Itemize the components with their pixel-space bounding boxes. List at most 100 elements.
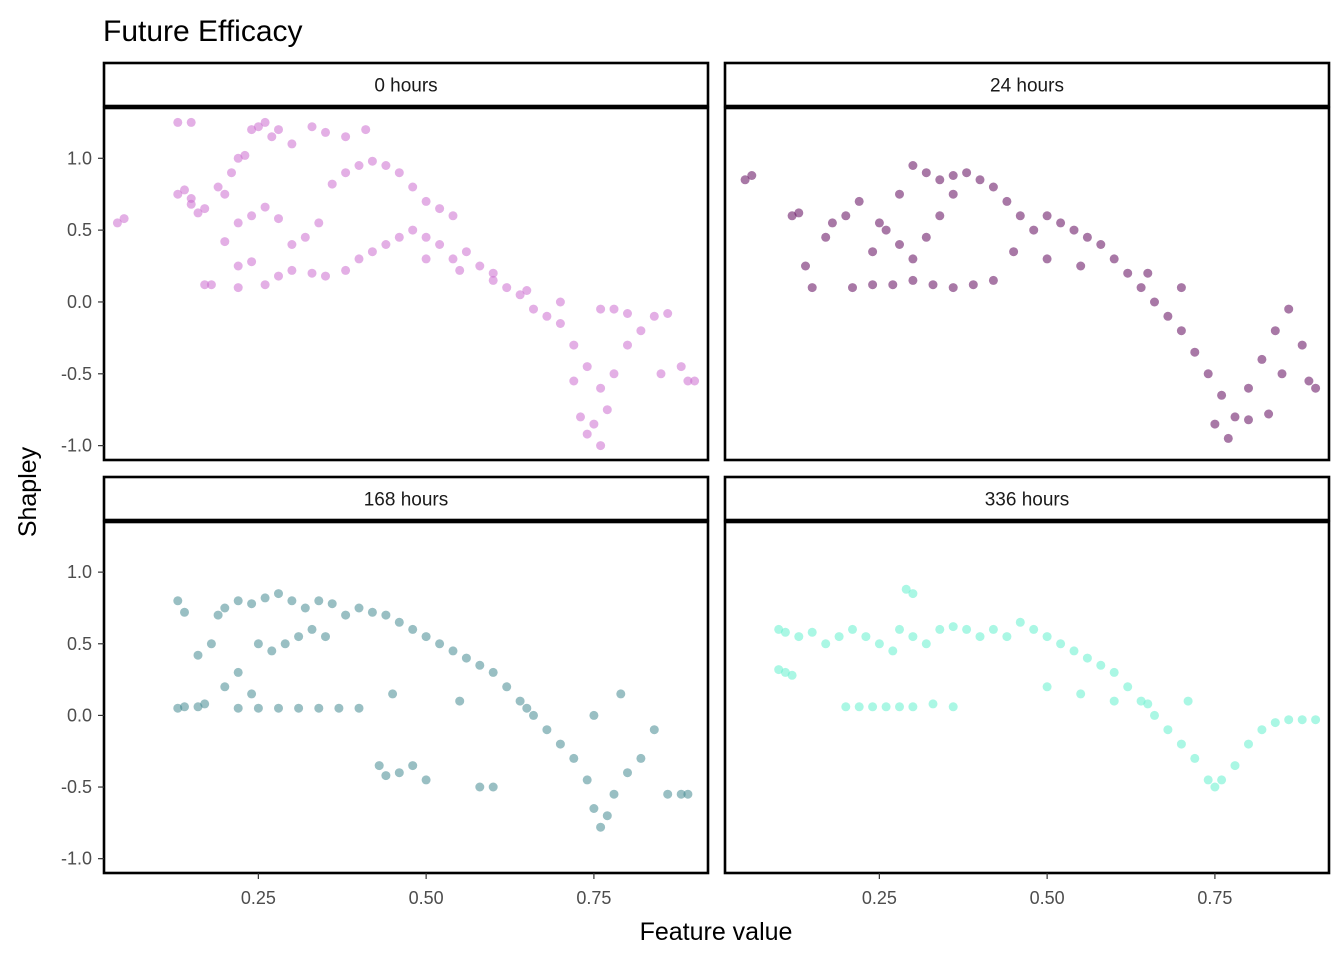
scatter-point [253, 703, 263, 713]
scatter-point [1203, 775, 1213, 785]
scatter-point [1042, 632, 1052, 642]
scatter-point [1257, 354, 1267, 364]
scatter-point [968, 280, 978, 290]
strip-box [102, 61, 710, 108]
scatter-point [247, 125, 257, 135]
scatter-point [1143, 268, 1153, 278]
y-tick-label: 0.5 [67, 220, 92, 240]
scatter-point [314, 218, 324, 228]
scatter-point [260, 280, 270, 290]
scatter-point [408, 761, 418, 771]
scatter-point [908, 275, 918, 285]
x-tick-label: 0.75 [576, 888, 611, 908]
scatter-point [488, 268, 498, 278]
scatter-point [988, 275, 998, 285]
scatter-point [307, 624, 317, 634]
scatter-point [908, 589, 918, 599]
scatter-point [327, 179, 337, 189]
scatter-point [921, 232, 931, 242]
scatter-point [589, 804, 599, 813]
scatter-point [636, 326, 646, 336]
scatter-point [253, 122, 263, 132]
scatter-point [220, 603, 230, 613]
x-tick-label: 0.75 [1197, 888, 1232, 908]
scatter-points [740, 161, 1321, 443]
scatter-point [1244, 415, 1253, 425]
scatter-point [874, 218, 884, 228]
scatter-point [455, 696, 465, 706]
scatter-point [529, 304, 538, 314]
scatter-point [569, 376, 579, 386]
scatter-point [233, 703, 243, 713]
scatter-point [408, 225, 418, 235]
scatter-point [1029, 225, 1039, 235]
scatter-point [461, 653, 471, 663]
scatter-point [623, 768, 632, 778]
scatter-point [1109, 667, 1119, 677]
scatter-point [928, 699, 938, 709]
scatter-point [522, 286, 532, 295]
scatter-point [1082, 232, 1092, 242]
scatter-point [227, 168, 236, 178]
scatter-point [935, 624, 945, 634]
scatter-point [1176, 283, 1186, 293]
scatter-point [854, 702, 864, 712]
scatter-point [448, 646, 458, 656]
scatter-point [988, 624, 998, 634]
scatter-point [834, 632, 844, 642]
panel-border [102, 520, 710, 875]
scatter-point [975, 632, 985, 642]
scatter-point [287, 139, 297, 149]
scatter-point [1176, 739, 1186, 749]
scatter-point [1069, 646, 1079, 656]
scatter-point [186, 199, 196, 209]
scatter-point [1203, 369, 1213, 379]
scatter-points [112, 117, 700, 451]
scatter-point [421, 232, 431, 242]
scatter-point [962, 624, 972, 634]
scatter-point [287, 596, 297, 606]
scatter-point [200, 204, 210, 214]
scatter-point [1150, 297, 1159, 307]
scatter-point [1015, 617, 1025, 627]
scatter-point [421, 632, 431, 642]
scatter-point [623, 340, 632, 350]
scatter-point [233, 261, 243, 271]
scatter-point [623, 309, 632, 318]
scatter-point [908, 632, 918, 642]
scatter-point [1076, 261, 1086, 271]
scatter-point [206, 280, 216, 290]
panel-0-hours: 0 hours 1.0 0.5 0.0 -0.5 -1.0 [61, 61, 710, 462]
scatter-point [874, 639, 884, 649]
scatter-point [461, 247, 471, 257]
scatter-point [1311, 383, 1321, 393]
scatter-point [1217, 775, 1227, 785]
scatter-point [636, 753, 646, 763]
scatter-point [220, 237, 230, 247]
scatter-point [354, 161, 364, 170]
scatter-point [287, 240, 297, 249]
scatter-point [1257, 725, 1267, 735]
scatter-point [921, 168, 931, 178]
scatter-point [314, 703, 324, 713]
scatter-point [1096, 660, 1106, 670]
scatter-point [475, 660, 485, 670]
scatter-point [901, 584, 911, 594]
scatter-point [1183, 696, 1193, 706]
scatter-point [394, 617, 404, 627]
scatter-point [787, 670, 797, 680]
scatter-point [908, 161, 918, 170]
scatter-point [1270, 326, 1280, 336]
scatter-point [848, 624, 857, 634]
scatter-point [881, 702, 891, 712]
scatter-point [569, 753, 579, 763]
scatter-point [888, 646, 898, 656]
scatter-point [522, 703, 532, 713]
scatter-point [240, 150, 250, 160]
panel-border [723, 106, 1331, 462]
strip-box [102, 475, 710, 522]
scatter-point [1042, 254, 1052, 264]
scatter-point [287, 265, 297, 275]
chart-title: Future Efficacy [103, 15, 303, 48]
scatter-point [119, 214, 129, 224]
